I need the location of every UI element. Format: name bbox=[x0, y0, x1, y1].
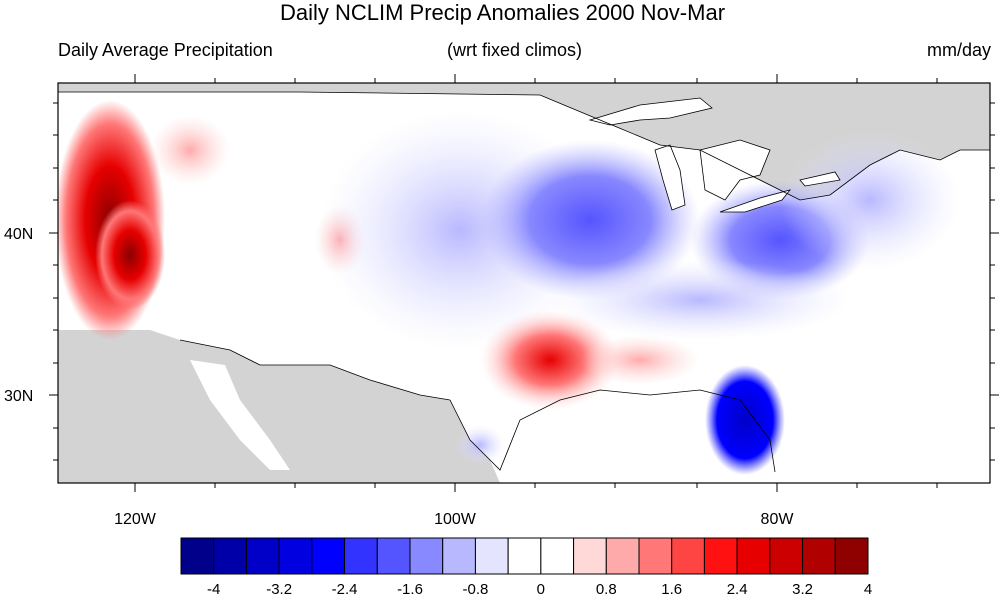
florida-dry-anomaly bbox=[705, 365, 785, 475]
colorbar-tick-label: -0.8 bbox=[462, 581, 488, 597]
colorbar-swatch bbox=[703, 537, 738, 575]
midwest-dry-anomaly bbox=[480, 140, 700, 300]
colorbar-swatch bbox=[638, 537, 673, 575]
texas-wet-anomaly bbox=[480, 310, 620, 410]
colorbar-tick-label: -3.2 bbox=[266, 581, 292, 597]
colorbar-swatch bbox=[769, 537, 804, 575]
colorbar-swatch bbox=[802, 537, 836, 575]
lat-label-40n: 40N bbox=[4, 226, 33, 243]
colorbar-swatch bbox=[442, 537, 476, 575]
colorbar-swatch bbox=[736, 537, 771, 575]
south-border bbox=[179, 339, 451, 401]
baja-gap bbox=[190, 360, 290, 470]
lon-label-80w: 80W bbox=[761, 511, 795, 528]
lake-erie bbox=[719, 189, 792, 213]
colorbar-swatch bbox=[278, 537, 313, 575]
colorbar: -4 -3.2 -2.4 -1.6 -0.8 0 0.8 1.6 2.4 3.2 4 bbox=[180, 537, 872, 597]
colorbar-swatch bbox=[344, 537, 378, 575]
lon-label-120w: 120W bbox=[114, 511, 157, 528]
us-border bbox=[58, 91, 990, 201]
subtitle-left: Daily Average Precipitation bbox=[58, 40, 273, 60]
colorbar-swatch bbox=[180, 537, 215, 575]
colorbar-swatch bbox=[671, 537, 705, 575]
colorbar-swatch bbox=[507, 537, 542, 575]
colorbar-tick-label: 3.2 bbox=[792, 581, 813, 597]
mexico-region bbox=[58, 330, 500, 483]
plot-frame bbox=[57, 82, 991, 484]
colorbar-tick-label: 1.6 bbox=[661, 581, 682, 597]
axis-ticks bbox=[49, 74, 999, 492]
colorbar-swatch bbox=[540, 537, 575, 575]
lon-label-100w: 100W bbox=[434, 511, 477, 528]
colorbar-tick-label: 2.4 bbox=[727, 581, 748, 597]
colorbar-swatch bbox=[605, 537, 640, 575]
colorbar-swatch bbox=[376, 537, 411, 575]
colorbar-swatch bbox=[311, 537, 346, 575]
lake-michigan bbox=[654, 144, 686, 211]
colorbar-swatch bbox=[213, 537, 247, 575]
map-plot-area bbox=[58, 83, 990, 483]
colorbar-tick-label: -1.6 bbox=[397, 581, 423, 597]
colorbar-tick-label: 0.8 bbox=[596, 581, 617, 597]
lake-huron bbox=[699, 139, 771, 201]
subtitle-center: (wrt fixed climos) bbox=[447, 40, 583, 60]
map-title: Daily NCLIM Precip Anomalies 2000 Nov-Ma… bbox=[279, 0, 726, 25]
colorbar-swatch bbox=[409, 537, 444, 575]
lat-label-30n: 30N bbox=[4, 388, 33, 405]
lake-superior bbox=[588, 97, 713, 126]
colorbar-tick-label: 0 bbox=[537, 581, 545, 597]
colorbar-tick-label: -4 bbox=[207, 581, 220, 597]
colorbar-tick-label: -2.4 bbox=[332, 581, 358, 597]
lake-ontario bbox=[799, 171, 841, 187]
gulf-coast bbox=[449, 389, 776, 473]
colorbar-swatch bbox=[573, 537, 607, 575]
units-label: mm/day bbox=[926, 40, 991, 60]
colorbar-swatch bbox=[245, 537, 280, 575]
colorbar-tick-label: 4 bbox=[864, 581, 872, 597]
colorbar-swatch bbox=[834, 537, 869, 575]
colorbar-swatch bbox=[474, 537, 509, 575]
